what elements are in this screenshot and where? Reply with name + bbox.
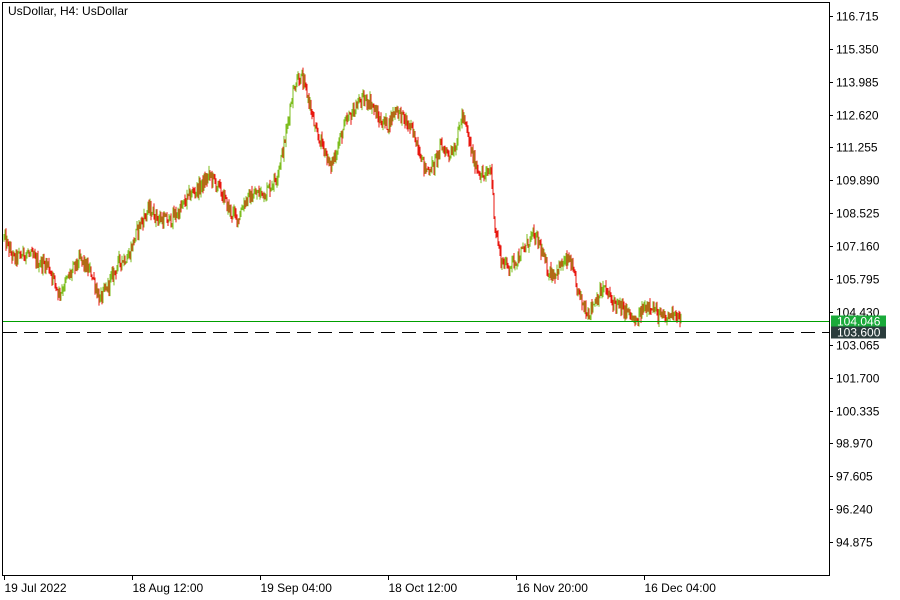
price-tick-label: 94.875 [836,536,873,550]
price-tick-label: 112.620 [836,109,879,123]
time-tick-label: 16 Dec 04:00 [645,581,717,595]
time-tick-label: 18 Oct 12:00 [389,581,458,595]
bid-price-tag-label: 104.046 [837,315,881,329]
price-lines-layer [3,321,829,333]
time-tick-label: 19 Jul 2022 [5,581,67,595]
time-tick-label: 19 Sep 04:00 [261,581,333,595]
time-tick-label: 18 Aug 12:00 [133,581,204,595]
price-tick-label: 116.715 [836,10,879,24]
price-tick-label: 115.350 [836,43,879,57]
price-tick-label: 109.890 [836,174,880,188]
level-price-tag-label: 103.600 [837,326,881,340]
price-tick-label: 113.985 [836,76,879,90]
price-tick-label: 98.970 [836,437,873,451]
level-price-tag [831,326,886,339]
price-tick-label: 96.240 [836,503,873,517]
time-tick-label: 16 Nov 20:00 [517,581,589,595]
price-tick-label: 101.700 [836,372,880,386]
price-tick-label: 107.160 [836,240,880,254]
plot-frame [2,2,830,576]
price-tick-label: 103.065 [836,339,880,353]
bid-price-tag [831,315,886,328]
time-axis[interactable]: 19 Jul 2022 18 Aug 12:00 19 Sep 04:00 18 Oc… [4,575,717,595]
price-tick-label: 111.255 [836,141,878,155]
price-tick-label: 105.795 [836,273,880,287]
price-tick-label: 97.605 [836,470,873,484]
candles-layer [3,67,682,328]
symbol-title: UsDollar, H4: UsDollar [8,4,129,18]
price-tick-label: 108.525 [836,207,880,221]
price-tick-label: 100.335 [836,405,880,419]
